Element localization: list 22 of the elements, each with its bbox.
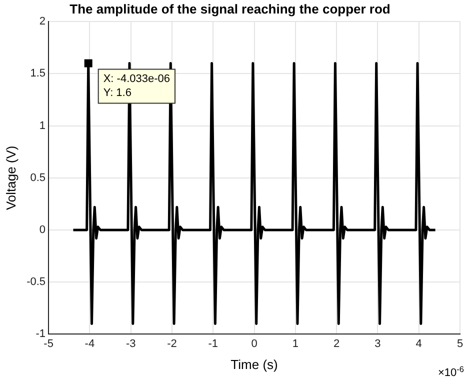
x-tick-label: 2	[334, 338, 340, 350]
y-tick-label: -1	[36, 328, 46, 340]
x-tick-label: -3	[126, 338, 136, 350]
x-tick-label: 5	[456, 338, 464, 350]
x-tick-label: 0	[251, 338, 258, 350]
x-tick-label: -4	[84, 338, 95, 350]
y-tick-label: 2	[39, 16, 46, 28]
x-axis-title: Time (s)	[230, 356, 278, 372]
x-tick-label: 3	[374, 338, 381, 350]
y-axis-title: Voltage (V)	[3, 146, 18, 210]
y-tick-label: 1.5	[30, 68, 46, 80]
x-tick-label: -2	[167, 338, 177, 350]
y-tick-label: -0.5	[26, 276, 46, 288]
y-tick-label: 0	[39, 224, 46, 236]
x-tick-label: -5	[44, 338, 54, 350]
annotation: X: -4.033e-06 Y: 1.6	[103, 72, 170, 99]
x-tick-label: -1	[208, 338, 218, 350]
x-tick-label: 1	[292, 338, 298, 350]
chart-title: The amplitude of the signal reaching the copper rod	[70, 1, 390, 16]
y-tick-label: 0.5	[30, 172, 46, 184]
y-tick-label: 1	[39, 120, 46, 132]
x-tick-label: 4	[416, 338, 422, 350]
